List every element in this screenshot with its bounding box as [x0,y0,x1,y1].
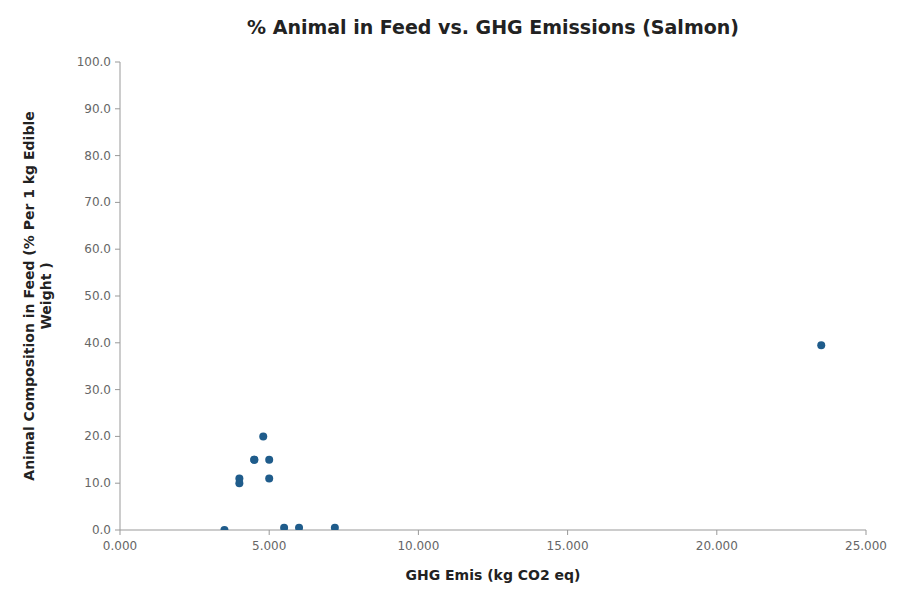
y-tick [115,249,120,250]
title: % Animal in Feed vs. GHG Emissions (Salm… [247,16,739,38]
y-tick [115,202,120,203]
y-tick-label: 60.0 [84,242,111,256]
axes: 0.000 5.000 10.000 15.000 20.000 25.000 0.0 10.… [77,55,887,553]
point [235,479,243,487]
y-tick [115,436,120,437]
point [250,456,258,464]
point [265,475,273,483]
y-tick-label: 20.0 [84,429,111,443]
y-axis-label-line: Weight ) [38,262,54,329]
y-tick-label: 40.0 [84,336,111,350]
y-tick-label: 80.0 [84,149,111,163]
y-tick [115,530,120,531]
y-tick-label: 100.0 [77,55,111,69]
x-tick-label: 20.000 [696,539,738,553]
point [295,524,303,530]
y-tick [115,108,120,109]
y-axis-label-line: Animal Composition in Feed (% Per 1 kg E… [21,111,37,480]
x-axis-line [120,530,866,531]
x-tick [716,530,717,535]
x-tick [866,530,867,535]
y-tick [115,155,120,156]
chart: 0.000 5.000 10.000 15.000 20.000 25.000 0.0 10.… [0,0,902,602]
x-tick-label: 5.000 [252,539,286,553]
y-tick [115,62,120,63]
x-tick-label: 25.000 [845,539,887,553]
x-tick-label: 15.000 [547,539,589,553]
y-tick-label: 30.0 [84,383,111,397]
y-tick [115,296,120,297]
y-tick-label: 10.0 [84,476,111,490]
point [817,341,825,349]
y-tick-label: 0.0 [92,523,111,537]
x-tick-label: 0.000 [103,539,137,553]
y-axis-label: Animal Composition in Feed (% Per 1 kg E… [21,111,54,480]
x-tick [418,530,419,535]
y-tick-label: 70.0 [84,195,111,209]
point [259,432,267,440]
y-tick [115,342,120,343]
y-tick [115,483,120,484]
x-tick [567,530,568,535]
page: {"chart_data": { "type": "scatter", "tit… [0,0,902,602]
point [331,524,339,530]
background [0,0,902,602]
x-axis-label: GHG Emis (kg CO2 eq) [405,567,580,583]
y-tick [115,389,120,390]
points [220,341,825,530]
x-tick [120,530,121,535]
y-tick-label: 90.0 [84,102,111,116]
x-tick-label: 10.000 [397,539,439,553]
y-tick-label: 50.0 [84,289,111,303]
point [220,526,228,530]
point [280,524,288,530]
point [265,456,273,464]
x-tick [269,530,270,535]
point [250,456,258,464]
